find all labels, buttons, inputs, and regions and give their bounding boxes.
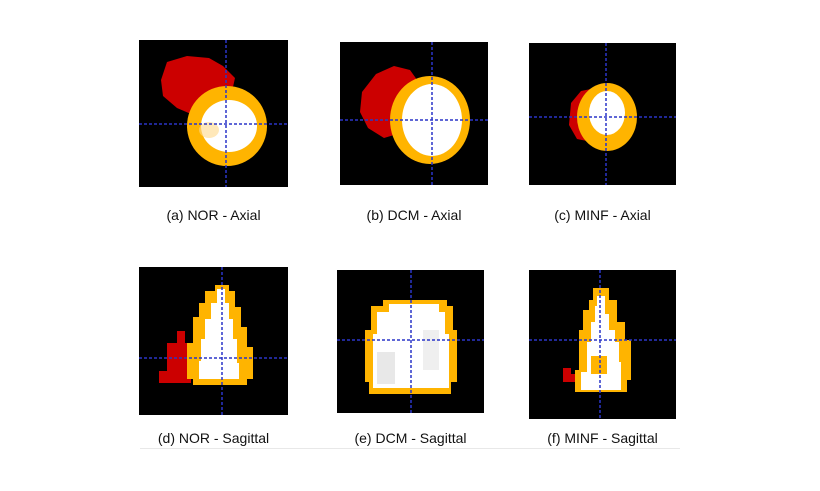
panel-dcm-axial xyxy=(340,42,488,185)
right-ventricle-region xyxy=(563,368,575,382)
segmentation-image-nor-sagittal xyxy=(139,267,288,415)
panel-nor-axial xyxy=(139,40,288,187)
caption-minf-axial: (c) MINF - Axial xyxy=(554,207,651,223)
segmentation-image-dcm-axial xyxy=(340,42,488,185)
segmentation-image-nor-axial xyxy=(139,40,288,187)
lv-myo-spot xyxy=(591,356,607,374)
lv-shade-right xyxy=(423,330,439,370)
segmentation-image-dcm-sagittal xyxy=(337,270,484,413)
lv-cavity-region xyxy=(199,289,239,379)
caption-minf-sagittal: (f) MINF - Sagittal xyxy=(547,430,658,446)
caption-nor-sagittal: (d) NOR - Sagittal xyxy=(157,430,270,446)
bottom-divider xyxy=(140,448,680,449)
segmentation-image-minf-axial xyxy=(529,43,676,185)
panel-minf-sagittal xyxy=(529,270,676,419)
panel-minf-axial xyxy=(529,43,676,185)
panel-dcm-sagittal xyxy=(337,270,484,413)
caption-dcm-sagittal: (e) DCM - Sagittal xyxy=(354,430,467,446)
lv-cavity-region xyxy=(589,91,625,135)
lv-inner-shade xyxy=(199,122,219,138)
caption-dcm-axial: (b) DCM - Axial xyxy=(366,207,462,223)
segmentation-image-minf-sagittal xyxy=(529,270,676,419)
lv-cavity-region xyxy=(201,100,257,152)
lv-shade-left xyxy=(377,352,395,384)
panel-nor-sagittal xyxy=(139,267,288,415)
caption-nor-axial: (a) NOR - Axial xyxy=(166,207,261,223)
right-ventricle-region xyxy=(159,331,191,383)
